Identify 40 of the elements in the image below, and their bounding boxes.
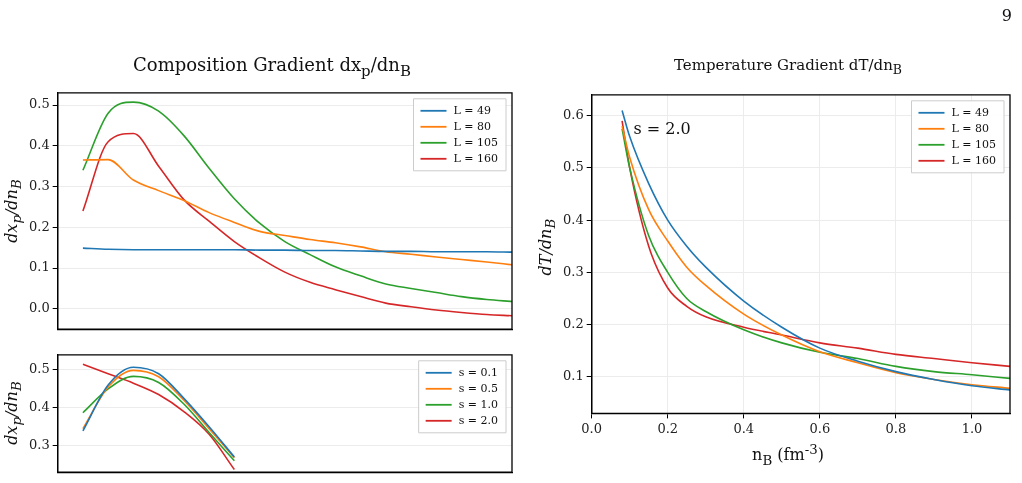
x-tick-label: 0.4 — [733, 420, 755, 436]
chart-title: Composition Gradient dx$_{p}$/dn$_{B}$ — [132, 54, 412, 80]
legend-label: s = 0.1 — [458, 365, 499, 379]
y-tick-label: 0.3 — [562, 263, 584, 279]
y-tick-label: 0.2 — [562, 315, 584, 331]
chart-title: Temperature Gradient dT/dn$_{B}$ — [673, 56, 903, 77]
legend-label: L = 80 — [951, 121, 990, 135]
text: 9 — [1001, 6, 1012, 25]
y-tick-label: 0.4 — [28, 399, 50, 415]
y-tick-label: 0.6 — [562, 107, 584, 123]
line-series — [82, 132, 513, 317]
line-series — [82, 101, 513, 303]
x-tick-label: 0.6 — [809, 420, 831, 436]
x-tick-label: 0.8 — [885, 420, 907, 436]
legend-label: L = 105 — [453, 135, 499, 149]
y-tick-label: 0.1 — [28, 259, 50, 275]
legend-label: L = 80 — [453, 119, 492, 133]
y-tick-label: 0.5 — [562, 159, 584, 175]
y-tick-label: 0.1 — [562, 368, 584, 384]
legend-label: s = 1.0 — [458, 397, 499, 411]
legend-label: L = 49 — [951, 105, 990, 119]
x-tick-label: 0.0 — [581, 420, 603, 436]
y-tick-label: 0.4 — [28, 137, 50, 153]
y-tick-label: 0.5 — [28, 96, 50, 112]
y-tick-label: 0.3 — [28, 177, 50, 193]
y-tick-label: 0.5 — [28, 361, 50, 377]
legend-label: s = 2.0 — [458, 413, 499, 427]
y-tick-label: 0.4 — [562, 211, 584, 227]
legend-label: L = 49 — [453, 103, 492, 117]
legend-label: s = 0.5 — [458, 381, 499, 395]
legend-label: L = 160 — [453, 151, 499, 165]
x-axis-title: n$_{B}$ (fm$^{-3}$) — [751, 442, 825, 468]
legend-label: L = 160 — [951, 153, 997, 167]
x-tick-label: 0.2 — [657, 420, 679, 436]
y-tick-label: 0.0 — [28, 300, 50, 316]
y-tick-label: 0.3 — [28, 437, 50, 453]
legend-label: L = 105 — [951, 137, 997, 151]
x-tick-label: 1.0 — [961, 420, 983, 436]
annotation: s = 2.0 — [633, 119, 691, 138]
y-tick-label: 0.2 — [28, 218, 50, 234]
